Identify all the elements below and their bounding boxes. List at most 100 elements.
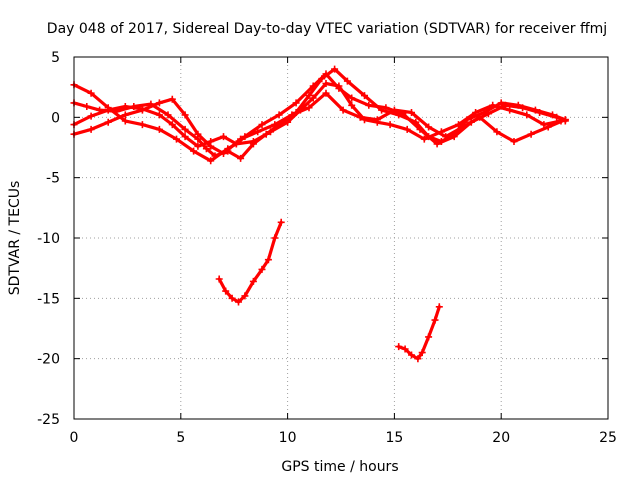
- data-point-marker: [164, 111, 172, 119]
- y-tick-label: -20: [37, 352, 60, 368]
- data-point-marker: [258, 265, 266, 273]
- series-line-sat-e: [217, 220, 283, 304]
- data-point-marker: [356, 113, 364, 121]
- data-point-marker: [435, 303, 443, 311]
- data-point-marker: [292, 99, 300, 107]
- data-point-marker: [373, 116, 381, 124]
- data-point-marker: [403, 125, 411, 133]
- data-point-marker: [322, 89, 330, 97]
- data-point-marker: [104, 118, 112, 126]
- data-point-marker: [264, 256, 272, 264]
- data-point-marker: [401, 345, 409, 353]
- data-point-marker: [207, 142, 215, 150]
- data-point-marker: [237, 154, 245, 162]
- data-point-marker: [155, 111, 163, 119]
- data-point-marker: [378, 106, 386, 114]
- data-point-marker: [104, 106, 112, 114]
- data-point-marker: [87, 112, 95, 120]
- grid: [74, 57, 608, 419]
- data-point-marker: [437, 138, 445, 145]
- data-point-marker: [173, 135, 180, 143]
- data-point-marker: [442, 133, 450, 141]
- data-point-marker: [386, 121, 394, 129]
- data-point-marker: [138, 106, 146, 114]
- data-point-marker: [275, 111, 283, 119]
- data-point-marker: [425, 333, 433, 341]
- data-point-marker: [493, 128, 501, 136]
- data-point-marker: [414, 355, 422, 363]
- series-line-sat-a: [72, 72, 567, 163]
- data-point-marker: [420, 135, 428, 143]
- data-point-marker: [506, 106, 514, 114]
- data-point-marker: [510, 138, 518, 145]
- data-point-marker: [267, 128, 274, 136]
- y-tick-label: -10: [37, 231, 60, 247]
- data-point-marker: [497, 99, 505, 107]
- x-tick-label: 20: [492, 430, 510, 446]
- series-line-sat-f: [397, 305, 441, 361]
- data-point-marker: [418, 349, 426, 357]
- data-point-marker: [339, 106, 347, 114]
- data-point-marker: [121, 111, 129, 119]
- data-point-marker: [318, 75, 326, 83]
- data-point-marker: [335, 82, 343, 90]
- data-point-marker: [361, 92, 368, 100]
- data-point-marker: [540, 121, 548, 129]
- data-point-marker: [544, 123, 552, 131]
- data-point-marker: [277, 218, 285, 226]
- data-point-marker: [431, 316, 439, 324]
- data-point-marker: [395, 343, 403, 351]
- data-point-marker: [168, 95, 176, 103]
- data-point-marker: [220, 133, 227, 141]
- data-point-marker: [425, 123, 433, 131]
- data-point-marker: [237, 135, 245, 143]
- data-point-marker: [561, 116, 569, 124]
- data-point-marker: [87, 89, 95, 97]
- data-point-marker: [138, 121, 146, 129]
- y-tick-label: -15: [37, 291, 60, 307]
- y-tick-label: 0: [51, 110, 60, 126]
- data-series: [70, 65, 569, 363]
- data-point-marker: [87, 125, 95, 133]
- data-point-marker: [155, 99, 163, 107]
- data-point-marker: [348, 94, 356, 102]
- data-point-marker: [222, 287, 230, 295]
- data-point-marker: [523, 111, 531, 119]
- data-point-marker: [395, 111, 403, 119]
- data-point-marker: [549, 111, 556, 119]
- data-point-marker: [309, 94, 317, 102]
- x-tick-label: 15: [385, 430, 403, 446]
- data-point-marker: [181, 133, 189, 141]
- series-line-sat-d: [72, 91, 567, 156]
- data-point-marker: [343, 77, 351, 85]
- data-point-marker: [211, 152, 219, 160]
- data-point-marker: [241, 292, 249, 300]
- data-point-marker: [202, 145, 210, 153]
- data-point-marker: [168, 121, 176, 129]
- data-point-marker: [408, 351, 415, 359]
- data-point-marker: [121, 103, 129, 110]
- data-point-marker: [249, 138, 257, 145]
- data-point-marker: [284, 118, 292, 126]
- data-point-marker: [514, 101, 522, 109]
- chart-title: Day 048 of 2017, Sidereal Day-to-day VTE…: [47, 21, 607, 37]
- data-point-marker: [83, 103, 91, 110]
- data-point-marker: [271, 121, 279, 129]
- data-point-marker: [322, 80, 330, 87]
- data-point-marker: [348, 101, 356, 109]
- data-point-marker: [459, 123, 467, 131]
- data-point-marker: [258, 121, 266, 129]
- data-point-marker: [194, 142, 202, 150]
- data-point-marker: [288, 111, 296, 119]
- data-point-marker: [207, 157, 215, 165]
- x-axis-label: GPS time / hours: [281, 459, 398, 475]
- data-point-marker: [527, 130, 535, 138]
- data-point-marker: [190, 147, 198, 155]
- axis-ticks: 0 5 10 15 20 25 5 0 -5 -10 -15 -20 -25: [37, 50, 617, 446]
- x-tick-label: 5: [176, 430, 185, 446]
- data-point-marker: [220, 150, 227, 157]
- data-point-marker: [365, 101, 373, 109]
- data-point-marker: [390, 106, 398, 114]
- data-point-marker: [455, 121, 462, 129]
